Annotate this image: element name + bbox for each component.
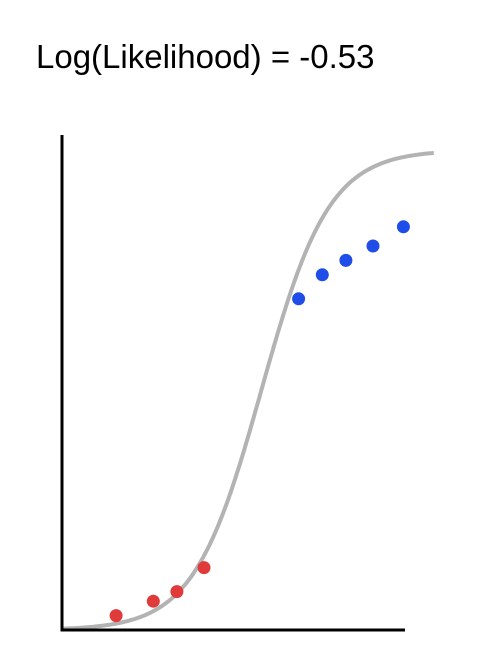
blue-data-point [315,268,329,282]
blue-data-point [366,239,380,253]
logistic-curve [61,150,435,631]
red-data-point [170,585,184,599]
chart-title: Log(Likelihood) = -0.53 [36,38,375,75]
points-layer [109,220,410,623]
curve-layer [61,150,435,631]
blue-data-point [339,253,353,267]
red-data-point [146,594,160,608]
blue-data-point [292,292,306,306]
red-data-point [109,609,123,623]
blue-data-point [396,220,410,234]
red-data-point [197,561,211,575]
